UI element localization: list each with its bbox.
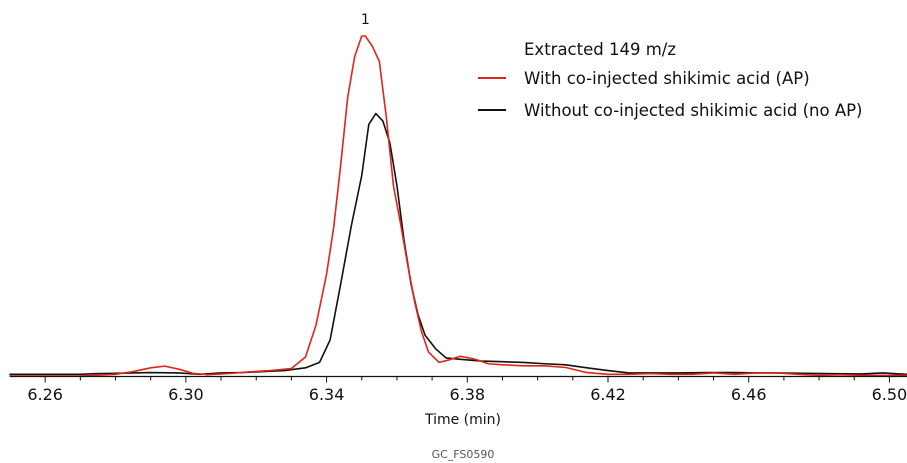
x-ticks-layer: 6.26 6.30 6.34 6.38 6.42 6.46 6.50 — [27, 376, 907, 404]
x-axis-title: Time (min) — [424, 412, 501, 428]
legend-title: Extracted 149 m/z — [524, 40, 676, 59]
peak-label: 1 — [361, 12, 370, 28]
legend-label: Without co-injected shikimic acid (no AP… — [524, 101, 863, 120]
x-tick-label: 6.34 — [309, 385, 345, 404]
series-line-with-ap — [9, 35, 907, 377]
figure-code: GC_FS0590 — [432, 448, 495, 461]
legend: Extracted 149 m/z With co-injected shiki… — [478, 40, 863, 120]
legend-label: With co-injected shikimic acid (AP) — [524, 69, 810, 88]
x-tick-label: 6.30 — [168, 385, 204, 404]
x-tick-label: 6.46 — [731, 385, 767, 404]
series-line-no-ap — [9, 112, 907, 376]
x-tick-label: 6.50 — [872, 385, 907, 404]
x-tick-label: 6.42 — [590, 385, 626, 404]
annotations-layer: 1 — [361, 12, 370, 28]
legend-items: With co-injected shikimic acid (AP) Witho… — [478, 69, 863, 120]
x-tick-label: 6.26 — [27, 385, 63, 404]
x-tick-label: 6.38 — [449, 385, 485, 404]
series-layer — [9, 35, 907, 377]
